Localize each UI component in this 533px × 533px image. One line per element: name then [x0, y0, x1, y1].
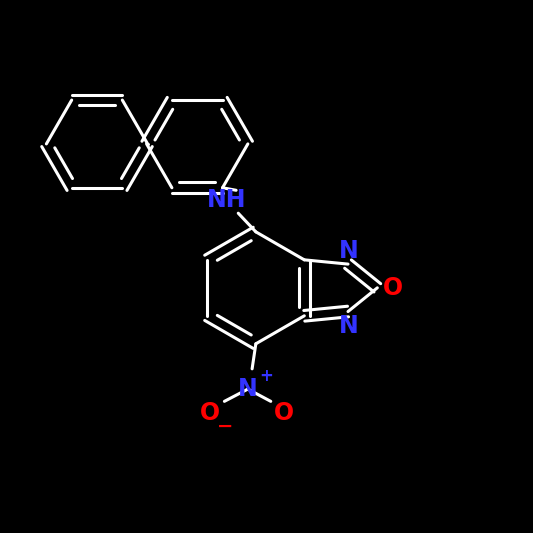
Text: −: − — [217, 417, 233, 436]
Text: N: N — [339, 314, 359, 338]
Text: O: O — [199, 401, 220, 425]
Text: O: O — [274, 401, 294, 425]
Text: N: N — [238, 377, 258, 401]
Text: +: + — [260, 367, 273, 385]
Text: NH: NH — [207, 188, 246, 212]
Text: O: O — [383, 276, 403, 300]
Text: N: N — [339, 239, 359, 263]
